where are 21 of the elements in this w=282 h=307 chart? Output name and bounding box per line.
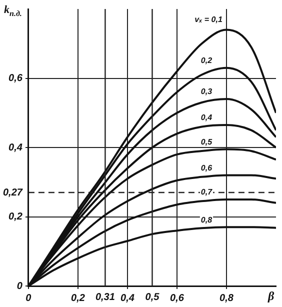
series-label: vₓ = 0,1	[194, 14, 223, 24]
x-axis-title: β	[267, 289, 275, 304]
series-label: 0,4	[200, 113, 213, 122]
y-tick-label: 0,27	[2, 187, 23, 198]
y-tick-label: 0	[16, 280, 23, 292]
y-tick-label: 0,6	[8, 73, 23, 84]
y-tick-label: 0,4	[8, 142, 23, 154]
series-label: 0,8	[200, 215, 213, 224]
series-label: 0,2	[200, 56, 213, 66]
x-tick-label: 0,8	[220, 292, 234, 304]
x-tick-label: 0	[26, 292, 32, 304]
ref-line-label: 0,5	[145, 292, 160, 303]
series-label: 0,6	[200, 163, 213, 172]
x-tick-label: 0,6	[170, 292, 184, 304]
x-tick-label: 0,4	[120, 292, 135, 304]
x-tick-label: 0,2	[71, 292, 86, 304]
y-tick-label: 0,2	[8, 212, 23, 222]
ref-line-label: 0,31	[95, 292, 116, 303]
series-label: 0,3	[200, 87, 213, 96]
series-label: 0,5	[200, 137, 213, 146]
series-label: 0,7	[200, 188, 213, 197]
